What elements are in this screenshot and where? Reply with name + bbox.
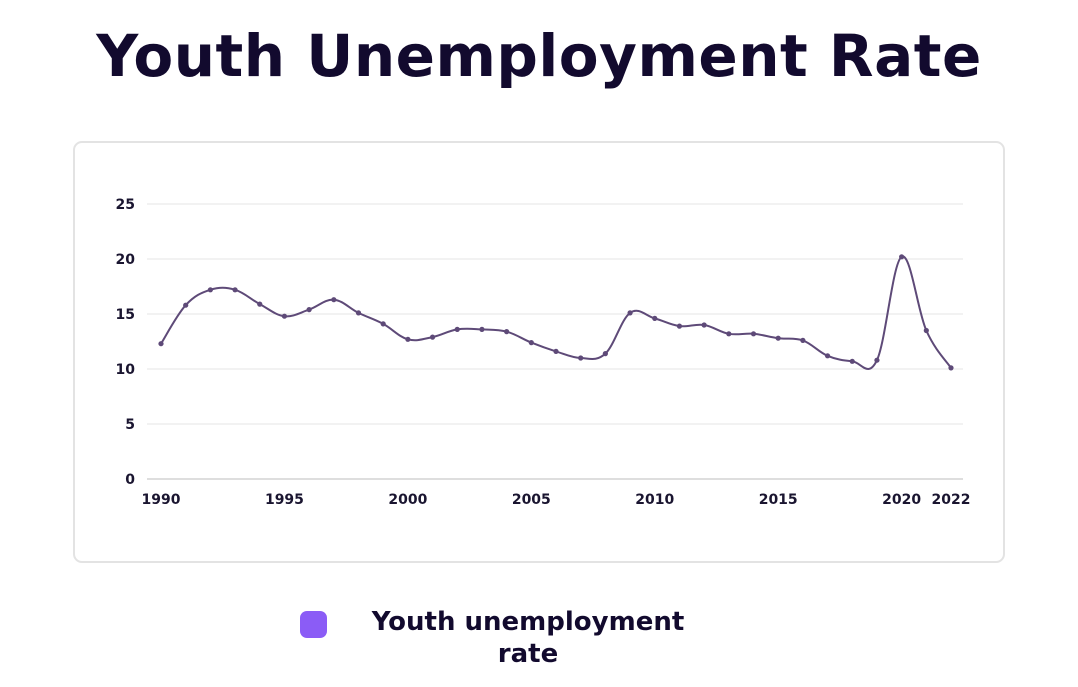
legend-label: Youth unemployment rate (371, 607, 685, 669)
data-point (405, 336, 411, 342)
data-point (257, 301, 263, 307)
data-point (528, 340, 534, 346)
gridlines (147, 203, 963, 480)
legend: Youth unemployment rate (300, 606, 720, 676)
data-point (429, 334, 436, 340)
x-tick-label: 1990 (142, 492, 181, 508)
data-point (331, 297, 337, 303)
data-point (701, 322, 707, 328)
chart-card (73, 141, 1005, 563)
data-point (454, 326, 460, 332)
y-tick-label: 10 (116, 362, 136, 378)
y-tick-label: 15 (116, 307, 135, 323)
data-point (948, 365, 954, 371)
x-tick-label: 2020 (882, 492, 921, 508)
data-point (874, 357, 880, 363)
data-point (158, 341, 164, 347)
data-point (602, 351, 608, 357)
data-point (479, 326, 485, 332)
x-tick-label: 2010 (635, 492, 674, 508)
data-point (355, 310, 362, 316)
data-point (207, 287, 213, 293)
data-point (775, 335, 781, 341)
data-point (553, 348, 559, 354)
y-tick-label: 0 (125, 472, 135, 488)
x-tick-label: 2015 (759, 492, 798, 508)
data-point (800, 337, 806, 343)
data-point (899, 254, 905, 260)
data-point (306, 307, 312, 313)
data-point (504, 329, 510, 335)
data-point (183, 302, 189, 308)
data-point (824, 353, 831, 359)
data-points (158, 254, 954, 371)
data-point (923, 327, 929, 334)
data-point (232, 287, 238, 293)
y-tick-label: 5 (125, 417, 135, 433)
data-point (281, 313, 288, 319)
x-tick-label: 2000 (388, 492, 427, 508)
data-point (652, 315, 658, 321)
x-tick-label: 2022 (932, 492, 971, 508)
y-tick-label: 20 (116, 252, 136, 268)
data-point (750, 331, 757, 337)
data-point (676, 323, 683, 329)
data-point (726, 331, 732, 337)
legend-swatch (300, 611, 327, 638)
data-point (578, 355, 584, 361)
chart-title: Youth Unemployment Rate (96, 22, 982, 90)
x-tick-label: 1995 (265, 492, 304, 508)
x-tick-label: 2005 (512, 492, 551, 508)
data-point (380, 321, 386, 327)
data-point (849, 358, 855, 364)
y-axis-ticks: 0 5 10 15 20 25 (116, 197, 136, 488)
data-point (627, 310, 633, 316)
y-tick-label: 25 (116, 197, 135, 213)
x-axis-ticks: 1990 1995 2000 2005 2010 2015 2020 2022 (142, 492, 971, 508)
